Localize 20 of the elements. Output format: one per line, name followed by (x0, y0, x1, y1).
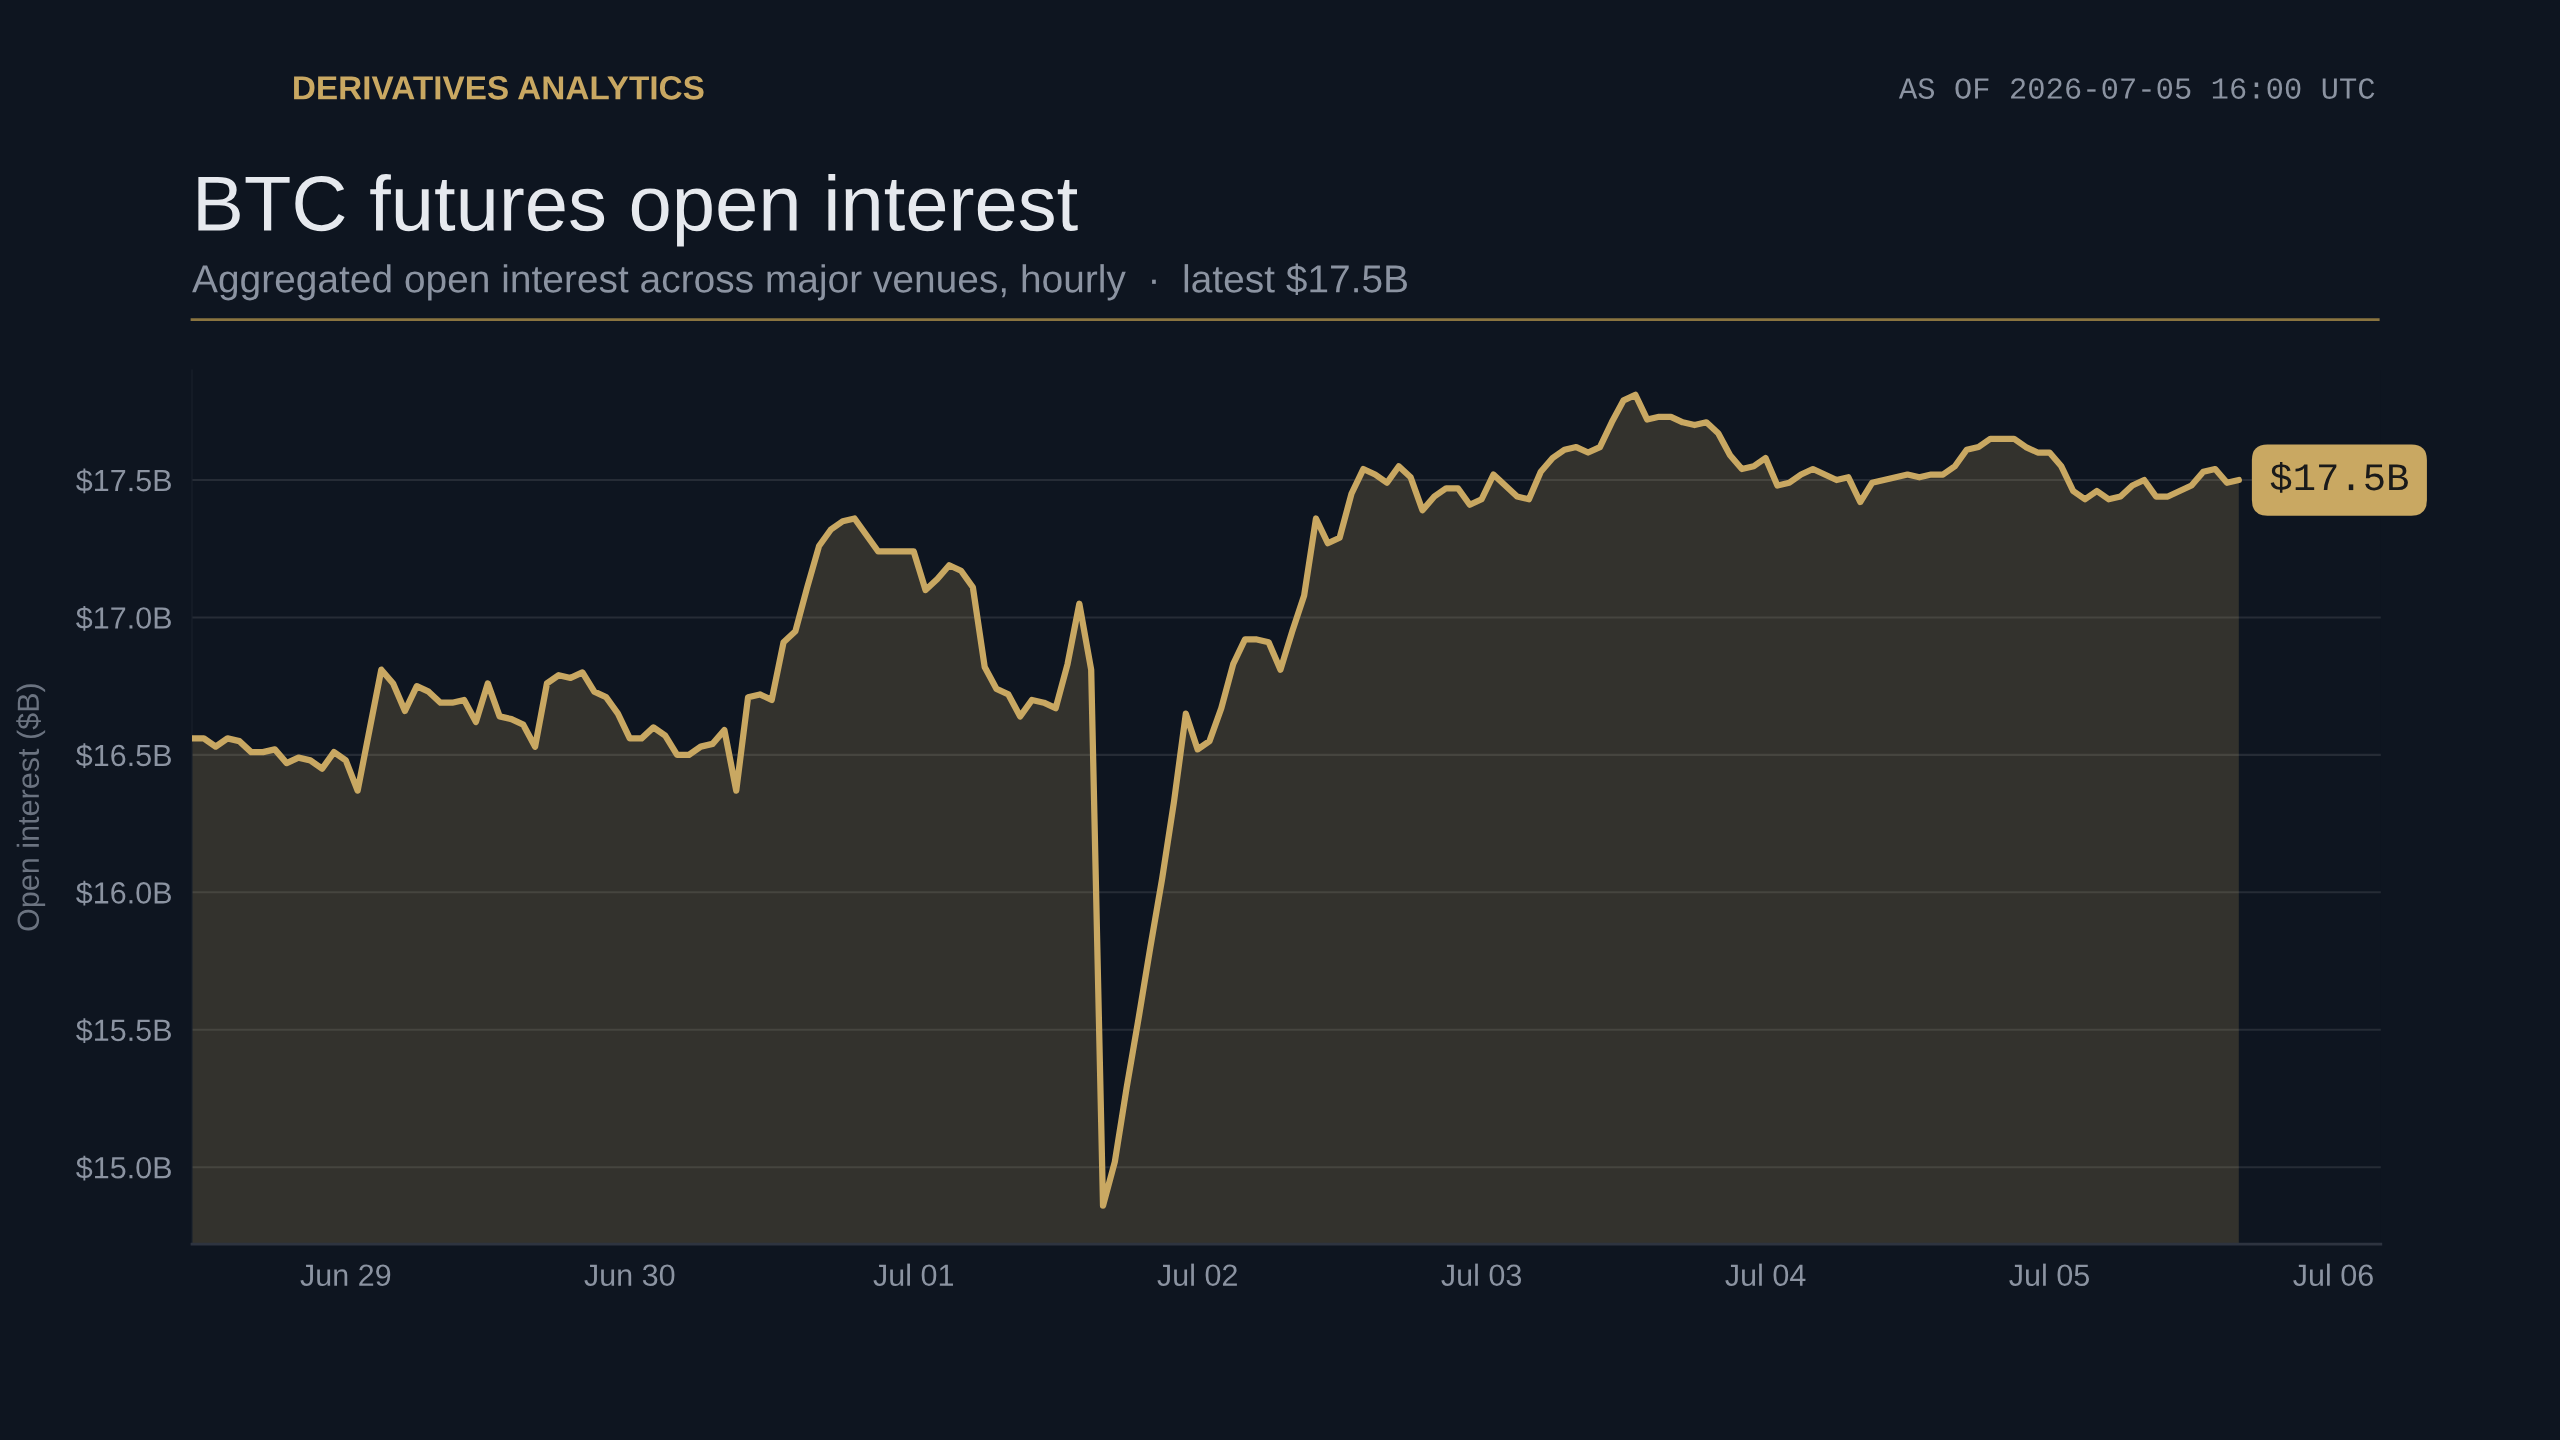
annotation: $17.5B (2270, 462, 2408, 493)
text: DERIVATIVES ANALYTICS (294, 76, 704, 100)
x-tick-label: Jul 05 (2009, 1263, 2090, 1287)
x-tick-label: Jul 02 (1157, 1263, 1237, 1287)
y-tick-label: $16.5B (76, 743, 171, 769)
chart-subtitle: Aggregated open interest across major venues, hourly · latest $17.5B (192, 263, 1407, 301)
x-tick-label: Jul 04 (1725, 1263, 1806, 1287)
y-tick-label: $16.0B (76, 880, 171, 906)
x-tick-label: Jul 06 (2293, 1263, 2373, 1287)
y-axis-title: Open interest ($B) (16, 684, 46, 931)
y-tick-label: $15.5B (76, 1018, 171, 1043)
y-tick-label: $15.0B (76, 1155, 171, 1181)
chart-title: BTC futures open interest (198, 174, 1078, 247)
y-tick-label: $17.0B (76, 605, 171, 631)
x-tick-label: Jul 03 (1441, 1263, 1522, 1287)
x-tick-label: Jun 30 (584, 1264, 675, 1287)
text: AS OF 2026-07-05 16:00 UTC (1898, 78, 2375, 99)
x-tick-label: Jun 29 (300, 1264, 391, 1287)
y-tick-label: $17.5B (76, 468, 171, 494)
x-tick-label: Jul 01 (873, 1263, 953, 1287)
